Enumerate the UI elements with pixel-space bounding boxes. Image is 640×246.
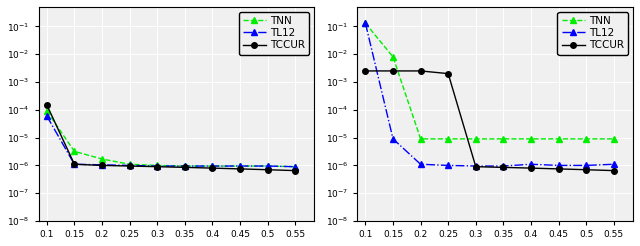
TNN bbox=[291, 165, 299, 168]
TCCUR bbox=[389, 69, 397, 72]
TL12 bbox=[500, 165, 508, 168]
TNN bbox=[181, 165, 189, 168]
TNN bbox=[98, 157, 106, 160]
TCCUR bbox=[555, 168, 563, 170]
TNN bbox=[582, 138, 590, 140]
TNN bbox=[209, 165, 216, 168]
TNN bbox=[555, 138, 563, 140]
TL12 bbox=[154, 165, 161, 168]
TCCUR bbox=[527, 167, 535, 169]
Legend: TNN, TL12, TCCUR: TNN, TL12, TCCUR bbox=[239, 12, 309, 55]
TNN bbox=[264, 165, 271, 168]
TNN bbox=[125, 163, 133, 166]
TNN bbox=[236, 165, 244, 168]
TNN bbox=[389, 55, 397, 58]
TL12 bbox=[555, 164, 563, 167]
TCCUR bbox=[125, 165, 133, 168]
TCCUR bbox=[472, 165, 479, 168]
TCCUR bbox=[181, 166, 189, 169]
TCCUR bbox=[291, 169, 299, 172]
TL12 bbox=[209, 165, 216, 168]
TCCUR bbox=[362, 69, 369, 72]
Line: TCCUR: TCCUR bbox=[44, 102, 298, 173]
TL12 bbox=[610, 163, 618, 166]
TL12 bbox=[527, 163, 535, 166]
TL12 bbox=[362, 22, 369, 25]
TCCUR bbox=[98, 164, 106, 167]
TL12 bbox=[43, 114, 51, 117]
Line: TL12: TL12 bbox=[363, 20, 616, 169]
TL12 bbox=[291, 165, 299, 168]
TNN bbox=[500, 138, 508, 140]
Line: TCCUR: TCCUR bbox=[363, 68, 616, 173]
TCCUR bbox=[236, 168, 244, 170]
TNN bbox=[472, 138, 479, 140]
TCCUR bbox=[70, 163, 78, 166]
TNN bbox=[362, 22, 369, 25]
TNN bbox=[70, 150, 78, 153]
Line: TNN: TNN bbox=[363, 20, 616, 142]
TNN bbox=[610, 138, 618, 140]
TL12 bbox=[98, 163, 106, 166]
TCCUR bbox=[417, 69, 424, 72]
TNN bbox=[527, 138, 535, 140]
TL12 bbox=[236, 165, 244, 168]
TL12 bbox=[181, 165, 189, 168]
TL12 bbox=[264, 165, 271, 168]
TCCUR bbox=[43, 103, 51, 106]
Line: TL12: TL12 bbox=[44, 113, 298, 169]
TL12 bbox=[125, 164, 133, 167]
TCCUR bbox=[610, 169, 618, 172]
Legend: TNN, TL12, TCCUR: TNN, TL12, TCCUR bbox=[557, 12, 628, 55]
TL12 bbox=[444, 164, 452, 167]
TNN bbox=[417, 138, 424, 140]
TCCUR bbox=[500, 166, 508, 169]
TL12 bbox=[582, 164, 590, 167]
TL12 bbox=[389, 138, 397, 140]
TNN bbox=[444, 138, 452, 140]
TCCUR bbox=[582, 168, 590, 171]
TL12 bbox=[70, 163, 78, 166]
TCCUR bbox=[209, 167, 216, 169]
Line: TNN: TNN bbox=[44, 108, 298, 169]
TL12 bbox=[417, 163, 424, 166]
TNN bbox=[154, 164, 161, 167]
TL12 bbox=[472, 165, 479, 168]
TCCUR bbox=[444, 72, 452, 75]
TCCUR bbox=[264, 168, 271, 171]
TCCUR bbox=[154, 165, 161, 168]
TNN bbox=[43, 110, 51, 113]
